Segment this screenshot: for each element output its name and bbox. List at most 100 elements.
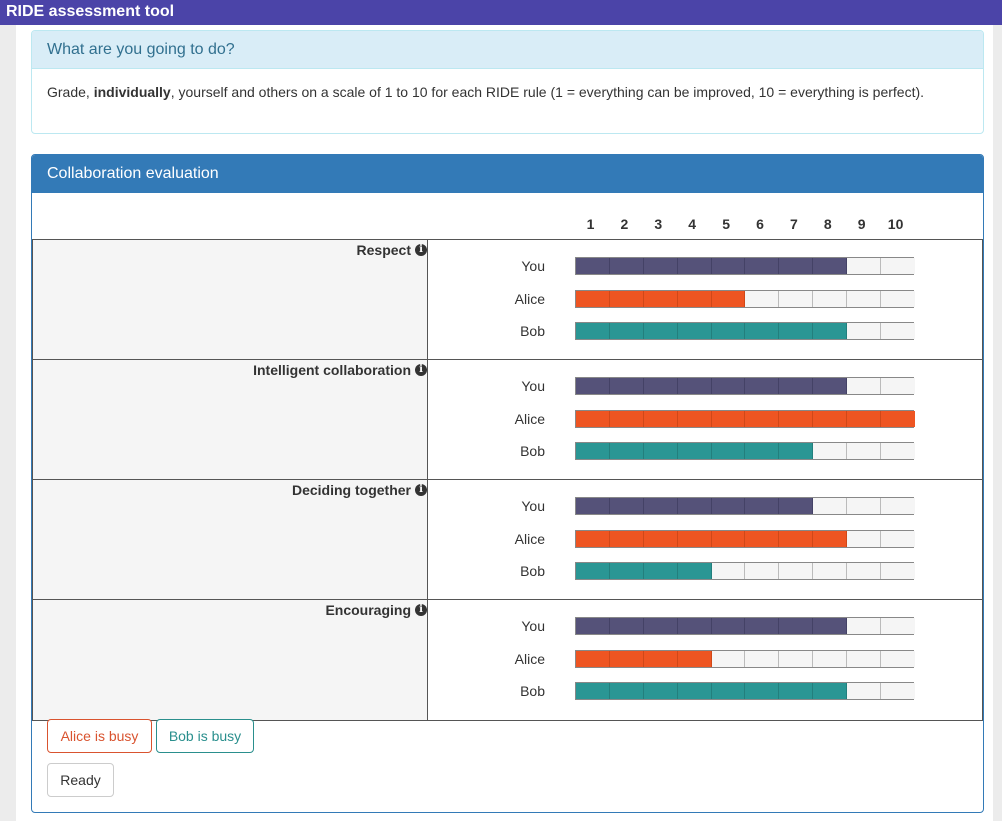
grade-cell[interactable] [847,290,882,307]
grade-cell[interactable] [576,378,610,394]
grade-cell[interactable] [813,683,848,699]
grade-cell[interactable] [745,323,780,339]
grade-slider[interactable] [575,497,915,515]
grade-cell[interactable] [609,498,644,514]
grade-cell[interactable] [779,443,814,459]
ready-button[interactable]: Ready [47,763,114,797]
grade-cell[interactable] [643,530,678,547]
grade-cell[interactable] [711,290,746,307]
grade-cell[interactable] [609,323,644,339]
grade-cell[interactable] [609,290,644,307]
grade-cell[interactable] [813,650,848,667]
grade-cell[interactable] [677,258,712,274]
grade-cell[interactable] [881,618,915,634]
grade-cell[interactable] [643,650,678,667]
grade-cell[interactable] [677,530,712,547]
grade-cell[interactable] [847,378,882,394]
grade-cell[interactable] [881,650,915,667]
grade-cell[interactable] [779,410,814,427]
grade-cell[interactable] [677,650,712,667]
grade-slider[interactable] [575,529,915,548]
grade-cell[interactable] [847,258,882,274]
grade-slider[interactable] [575,322,915,340]
grade-cell[interactable] [881,683,915,699]
grade-cell[interactable] [847,443,882,459]
grade-cell[interactable] [609,410,644,427]
grade-cell[interactable] [609,618,644,634]
grade-cell[interactable] [677,378,712,394]
grade-cell[interactable] [643,410,678,427]
grade-cell[interactable] [745,563,780,579]
grade-cell[interactable] [779,378,814,394]
grade-slider[interactable] [575,377,915,395]
grade-cell[interactable] [609,563,644,579]
grade-cell[interactable] [677,683,712,699]
grade-cell[interactable] [813,410,848,427]
grade-cell[interactable] [609,258,644,274]
grade-cell[interactable] [813,563,848,579]
grade-cell[interactable] [643,498,678,514]
grade-cell[interactable] [677,410,712,427]
grade-cell[interactable] [677,443,712,459]
grade-cell[interactable] [711,443,746,459]
grade-cell[interactable] [881,323,915,339]
grade-cell[interactable] [643,290,678,307]
grade-cell[interactable] [576,290,610,307]
grade-cell[interactable] [881,410,915,427]
grade-cell[interactable] [847,563,882,579]
grade-slider[interactable] [575,257,915,275]
grade-cell[interactable] [847,530,882,547]
grade-cell[interactable] [711,563,746,579]
grade-cell[interactable] [643,443,678,459]
grade-cell[interactable] [576,683,610,699]
grade-cell[interactable] [779,530,814,547]
grade-cell[interactable] [779,498,814,514]
grade-cell[interactable] [576,443,610,459]
grade-cell[interactable] [643,258,678,274]
grade-cell[interactable] [576,410,610,427]
grade-cell[interactable] [711,258,746,274]
grade-cell[interactable] [745,378,780,394]
grade-cell[interactable] [711,378,746,394]
grade-cell[interactable] [677,290,712,307]
grade-cell[interactable] [813,443,848,459]
grade-cell[interactable] [847,323,882,339]
grade-cell[interactable] [745,290,780,307]
grade-cell[interactable] [711,498,746,514]
grade-cell[interactable] [745,618,780,634]
grade-cell[interactable] [813,498,848,514]
info-circle-icon[interactable]: i [415,604,427,616]
grade-cell[interactable] [847,498,882,514]
grade-cell[interactable] [779,290,814,307]
grade-cell[interactable] [643,563,678,579]
grade-slider[interactable] [575,649,915,668]
grade-cell[interactable] [745,410,780,427]
grade-cell[interactable] [779,618,814,634]
grade-cell[interactable] [711,650,746,667]
grade-cell[interactable] [847,618,882,634]
alice-busy-button[interactable]: Alice is busy [47,719,152,753]
grade-cell[interactable] [881,530,915,547]
grade-cell[interactable] [677,618,712,634]
grade-cell[interactable] [847,683,882,699]
grade-cell[interactable] [711,618,746,634]
grade-cell[interactable] [576,323,610,339]
grade-cell[interactable] [677,498,712,514]
info-circle-icon[interactable]: i [415,364,427,376]
grade-cell[interactable] [609,443,644,459]
grade-cell[interactable] [881,378,915,394]
bob-busy-button[interactable]: Bob is busy [156,719,254,753]
grade-cell[interactable] [779,323,814,339]
grade-slider[interactable] [575,682,915,700]
grade-cell[interactable] [643,378,678,394]
grade-cell[interactable] [847,650,882,667]
grade-cell[interactable] [745,683,780,699]
grade-cell[interactable] [813,618,848,634]
grade-slider[interactable] [575,562,915,580]
grade-cell[interactable] [643,618,678,634]
grade-cell[interactable] [881,290,915,307]
grade-cell[interactable] [813,530,848,547]
grade-cell[interactable] [576,618,610,634]
grade-cell[interactable] [711,410,746,427]
grade-cell[interactable] [813,290,848,307]
